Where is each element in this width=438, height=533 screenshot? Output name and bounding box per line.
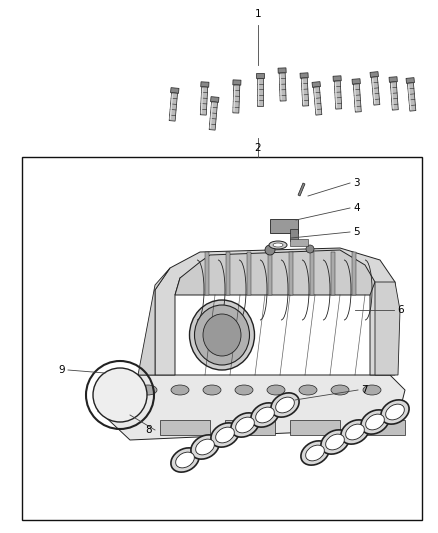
Polygon shape bbox=[169, 93, 177, 121]
Ellipse shape bbox=[321, 430, 349, 454]
Polygon shape bbox=[201, 82, 209, 87]
Polygon shape bbox=[390, 82, 398, 110]
Polygon shape bbox=[312, 82, 321, 87]
Polygon shape bbox=[289, 252, 293, 295]
Polygon shape bbox=[175, 250, 375, 295]
Polygon shape bbox=[98, 268, 170, 412]
Polygon shape bbox=[389, 77, 397, 82]
Ellipse shape bbox=[235, 385, 253, 395]
Bar bbox=[290, 229, 298, 241]
Bar bbox=[290, 239, 308, 246]
Bar bbox=[225, 420, 275, 435]
Ellipse shape bbox=[366, 414, 384, 430]
Polygon shape bbox=[370, 71, 378, 77]
Ellipse shape bbox=[191, 435, 219, 459]
Polygon shape bbox=[247, 252, 251, 295]
Polygon shape bbox=[353, 84, 361, 112]
Ellipse shape bbox=[346, 424, 364, 440]
Polygon shape bbox=[406, 78, 414, 83]
Polygon shape bbox=[371, 77, 380, 105]
Circle shape bbox=[306, 245, 314, 253]
Bar bbox=[160, 420, 210, 435]
Ellipse shape bbox=[231, 413, 259, 437]
Ellipse shape bbox=[331, 385, 349, 395]
Ellipse shape bbox=[190, 300, 254, 370]
Polygon shape bbox=[301, 78, 309, 106]
Polygon shape bbox=[331, 252, 335, 295]
Polygon shape bbox=[407, 83, 416, 111]
Polygon shape bbox=[298, 183, 305, 196]
Ellipse shape bbox=[203, 385, 221, 395]
Polygon shape bbox=[310, 252, 314, 295]
Polygon shape bbox=[268, 252, 272, 295]
Text: 5: 5 bbox=[353, 227, 360, 237]
Polygon shape bbox=[170, 87, 179, 93]
Ellipse shape bbox=[363, 385, 381, 395]
Ellipse shape bbox=[194, 305, 250, 365]
Polygon shape bbox=[375, 282, 400, 375]
Polygon shape bbox=[155, 248, 395, 375]
Ellipse shape bbox=[267, 385, 285, 395]
Ellipse shape bbox=[381, 400, 409, 424]
Ellipse shape bbox=[306, 445, 325, 461]
Ellipse shape bbox=[276, 397, 294, 413]
Ellipse shape bbox=[299, 385, 317, 395]
Ellipse shape bbox=[273, 243, 283, 247]
Ellipse shape bbox=[215, 427, 234, 443]
Polygon shape bbox=[257, 78, 263, 106]
Ellipse shape bbox=[236, 417, 254, 433]
Polygon shape bbox=[352, 79, 360, 84]
Ellipse shape bbox=[139, 385, 157, 395]
Polygon shape bbox=[98, 375, 405, 440]
Ellipse shape bbox=[203, 314, 241, 356]
Polygon shape bbox=[233, 80, 241, 85]
Text: 8: 8 bbox=[145, 425, 152, 435]
Bar bbox=[290, 420, 340, 435]
Text: 2: 2 bbox=[254, 143, 261, 153]
Circle shape bbox=[265, 245, 275, 255]
Ellipse shape bbox=[301, 441, 329, 465]
Circle shape bbox=[93, 368, 147, 422]
Bar bbox=[22, 157, 422, 520]
Polygon shape bbox=[256, 73, 264, 78]
Polygon shape bbox=[200, 87, 208, 115]
Polygon shape bbox=[233, 85, 240, 113]
Polygon shape bbox=[226, 252, 230, 295]
Text: 9: 9 bbox=[58, 365, 65, 375]
Text: 7: 7 bbox=[361, 385, 367, 395]
Text: 3: 3 bbox=[353, 178, 360, 188]
Ellipse shape bbox=[251, 403, 279, 427]
Text: 4: 4 bbox=[353, 203, 360, 213]
Ellipse shape bbox=[386, 404, 404, 420]
Polygon shape bbox=[334, 81, 342, 109]
Polygon shape bbox=[333, 76, 341, 81]
Ellipse shape bbox=[326, 434, 344, 450]
Polygon shape bbox=[211, 96, 219, 102]
Text: 1: 1 bbox=[254, 9, 261, 19]
Ellipse shape bbox=[341, 420, 369, 444]
Bar bbox=[355, 420, 405, 435]
Ellipse shape bbox=[176, 452, 194, 468]
Polygon shape bbox=[300, 73, 308, 78]
Ellipse shape bbox=[196, 439, 214, 455]
Polygon shape bbox=[279, 73, 286, 101]
Bar bbox=[270, 219, 298, 233]
Polygon shape bbox=[314, 87, 322, 115]
Ellipse shape bbox=[211, 423, 239, 447]
Ellipse shape bbox=[269, 241, 287, 249]
Ellipse shape bbox=[171, 448, 199, 472]
Ellipse shape bbox=[171, 385, 189, 395]
Ellipse shape bbox=[361, 410, 389, 434]
Ellipse shape bbox=[256, 407, 274, 423]
Polygon shape bbox=[352, 252, 356, 295]
Text: 6: 6 bbox=[397, 305, 404, 315]
Ellipse shape bbox=[271, 393, 299, 417]
Polygon shape bbox=[278, 68, 286, 73]
Polygon shape bbox=[205, 252, 209, 295]
Polygon shape bbox=[209, 102, 218, 130]
